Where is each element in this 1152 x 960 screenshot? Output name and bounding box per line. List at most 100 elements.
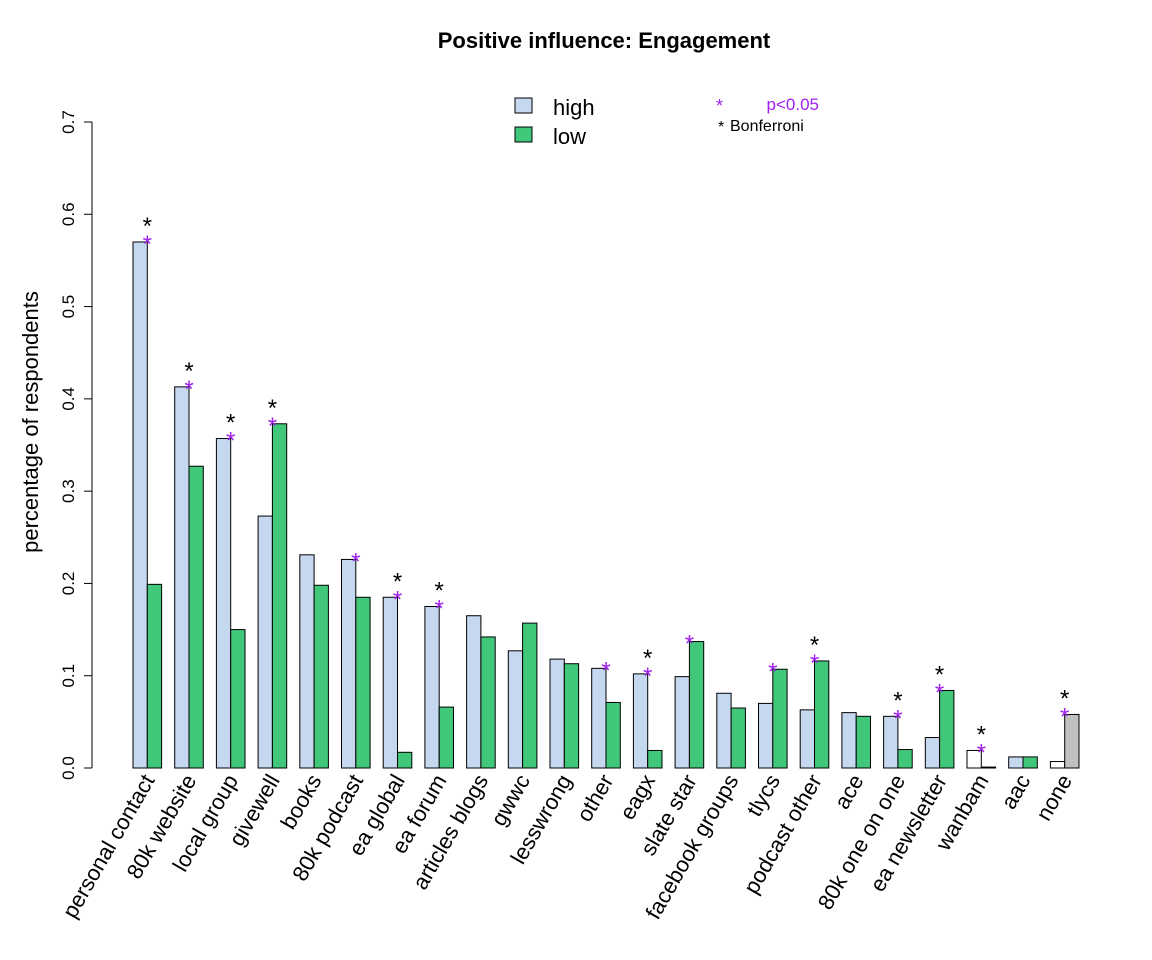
y-tick-label: 0.1 <box>59 664 78 688</box>
sig-star-bonferroni: * <box>977 721 986 748</box>
sig-star-p05: * <box>143 231 152 258</box>
sig-star-p05: * <box>393 586 402 613</box>
x-tick-label: other <box>572 770 619 826</box>
bar-high <box>174 386 190 769</box>
bar-high <box>424 606 440 769</box>
sig-star-p05: * <box>768 658 777 685</box>
y-tick-label: 0.5 <box>59 295 78 319</box>
sig-star-bonferroni: * <box>1060 685 1069 712</box>
sig-star-bonferroni: * <box>810 632 819 659</box>
x-tick-label: ace <box>829 770 868 813</box>
bar-high <box>883 715 899 769</box>
bar-low <box>313 584 329 769</box>
y-tick-label: 0.0 <box>59 756 78 780</box>
x-tick-label: tlycs <box>741 770 785 821</box>
sig-star-bonferroni: * <box>393 568 402 595</box>
bar-high <box>841 712 857 769</box>
sig-star-p05: * <box>226 428 235 455</box>
sig-star-bonferroni: * <box>268 395 277 422</box>
bar-low <box>397 751 413 769</box>
sig-star-p05: * <box>643 663 652 690</box>
y-tick-label: 0.3 <box>59 479 78 503</box>
sig-star-bonferroni: * <box>893 687 902 714</box>
sig-legend-p05-symbol: * <box>716 96 723 116</box>
bar-low <box>772 668 788 769</box>
x-tick-label: aac <box>996 770 1035 813</box>
bar-high <box>132 241 148 769</box>
bar-low <box>522 622 538 769</box>
chart-title: Positive influence: Engagement <box>438 28 771 53</box>
y-axis: 0.0 0.1 0.2 0.3 0.4 0.5 0.6 0.7 <box>59 110 93 780</box>
sig-legend-p05-label: p<0.05 <box>767 95 819 114</box>
sig-star-p05: * <box>435 596 444 623</box>
bar-low <box>230 629 246 769</box>
bar-low <box>146 583 163 769</box>
y-tick-label: 0.7 <box>59 110 78 134</box>
bar-high <box>674 676 690 769</box>
sig-star-p05: * <box>977 739 986 766</box>
bar-high <box>716 692 732 769</box>
significance-legend: * p<0.05 * Bonferroni <box>716 95 819 136</box>
bar-low <box>939 689 955 769</box>
bar-low <box>980 766 997 769</box>
y-tick-label: 0.4 <box>59 387 78 411</box>
bar-low <box>438 706 455 769</box>
sig-star-p05: * <box>601 657 610 684</box>
bar-high <box>507 650 524 769</box>
bar-low <box>855 715 872 769</box>
bar-low <box>271 423 288 769</box>
y-tick-label: 0.2 <box>59 572 78 596</box>
bar-low <box>1064 713 1080 769</box>
bar-low <box>730 707 746 769</box>
legend-label-high: high <box>553 95 595 120</box>
sig-legend-bonf-label: Bonferroni <box>730 118 804 135</box>
bar-high <box>632 673 649 769</box>
bar-low <box>480 636 496 769</box>
sig-star-p05: * <box>1060 703 1069 730</box>
sig-star-p05: * <box>184 376 193 403</box>
bar-high <box>549 658 565 769</box>
bar-low <box>897 749 913 769</box>
bar-low <box>563 663 580 769</box>
sig-star-p05: * <box>685 631 694 658</box>
bar-high <box>1008 756 1024 769</box>
bar-high <box>799 709 816 769</box>
sig-star-p05: * <box>935 679 944 706</box>
bar-high <box>924 737 941 769</box>
sig-star-bonferroni: * <box>226 410 235 437</box>
legend: high low <box>514 95 595 149</box>
sig-star-bonferroni: * <box>143 213 152 240</box>
bar-high <box>758 702 774 769</box>
bar-high <box>215 438 232 769</box>
y-axis-label: percentage of respondents <box>18 291 43 553</box>
sig-star-bonferroni: * <box>435 578 444 605</box>
bar-high <box>1049 761 1066 769</box>
bar-low <box>605 701 621 769</box>
bar-high <box>466 615 482 769</box>
bar-high <box>299 554 315 769</box>
legend-swatch-low <box>514 126 533 143</box>
x-tick-label: none <box>1031 770 1077 825</box>
bar-high <box>257 515 273 769</box>
bar-group <box>132 241 1080 769</box>
legend-label-low: low <box>553 124 586 149</box>
bar-low <box>688 641 705 769</box>
sig-star-bonferroni: * <box>184 358 193 385</box>
bar-high <box>966 749 982 769</box>
sig-star-bonferroni: * <box>935 661 944 688</box>
bar-low <box>647 749 663 769</box>
legend-swatch-high <box>514 97 533 114</box>
sig-star-p05: * <box>810 650 819 677</box>
sig-legend-bonf-symbol: * <box>718 119 724 136</box>
bar-low <box>355 596 371 769</box>
sig-star-p05: * <box>893 705 902 732</box>
sig-star-bonferroni: * <box>643 645 652 672</box>
sig-star-p05: * <box>268 413 277 440</box>
bar-high <box>382 596 399 769</box>
y-tick-label: 0.6 <box>59 202 78 226</box>
bar-low <box>814 660 830 769</box>
bar-low <box>1022 756 1038 769</box>
sig-star-p05: * <box>351 548 360 575</box>
